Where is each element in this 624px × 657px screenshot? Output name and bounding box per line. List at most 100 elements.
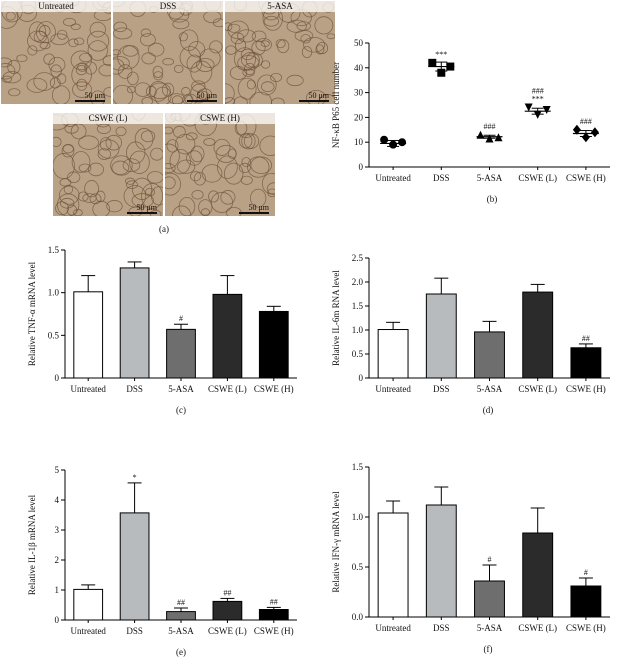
crypt-outline — [7, 59, 21, 75]
crypt-outline — [57, 29, 68, 40]
crypt-outline — [261, 172, 275, 195]
significance-label: # — [488, 555, 492, 564]
scale-bar — [239, 212, 269, 214]
y-tick-label: 0.5 — [352, 349, 364, 359]
crypt-outline — [161, 82, 175, 97]
crypt-outline — [106, 200, 123, 213]
crypt-outline — [185, 132, 198, 141]
x-tick-label: 5-ASA — [477, 173, 503, 183]
crypt-outline — [169, 148, 191, 175]
crypt-outline — [71, 63, 92, 87]
scale-bar — [299, 100, 329, 102]
crypt-outline — [215, 144, 237, 163]
y-tick-label: 1.0 — [352, 325, 364, 335]
crypt-outline — [233, 96, 248, 104]
data-point — [542, 105, 551, 114]
crypt-outline — [255, 38, 272, 52]
crypt-outline — [1, 63, 16, 80]
crypt-outline — [70, 50, 92, 71]
crypt-outline — [182, 93, 198, 104]
crypt-outline — [326, 33, 335, 40]
significance-label: ### — [484, 122, 496, 131]
crypt-outline — [134, 82, 152, 97]
crypt-outline — [167, 93, 186, 104]
crypt-outline — [113, 56, 130, 71]
crypt-outline — [127, 71, 139, 86]
scale-text: 50 μm — [84, 91, 105, 100]
bar-1 — [377, 329, 409, 379]
crypt-outline — [88, 162, 104, 177]
crypt-outline — [66, 204, 78, 216]
data-point — [476, 130, 485, 139]
x-tick-label: Untreated — [375, 623, 411, 633]
y-tick-label: 5 — [55, 465, 60, 475]
crypt-outline — [79, 52, 93, 63]
y-tick-label: 1 — [55, 585, 60, 595]
crypt-outline — [188, 41, 206, 58]
crypt-outline — [220, 190, 236, 205]
crypt-outline — [58, 185, 80, 205]
crypt-outline — [90, 90, 106, 104]
chart-f: 0.0 0.5 1.0 1.5 Untreated DSS 5-ASA CSWE (L) CSW… — [331, 462, 610, 654]
crypt-outline — [113, 84, 134, 104]
crypt-outline — [98, 63, 111, 77]
significance-label: ## — [223, 588, 231, 597]
crypt-outline — [122, 158, 141, 173]
crypt-outline — [165, 176, 176, 190]
crypt-outline — [153, 71, 164, 81]
bar-2 — [119, 512, 150, 621]
panel-label-d: (d) — [483, 405, 494, 415]
chart-c: 0 0.5 1.0 1.5 Untreated DSS 5-ASA CSWE (L) CSWE … — [27, 245, 297, 415]
crypt-outline — [78, 191, 89, 202]
crypt-outline — [131, 193, 154, 208]
crypt-outline — [84, 180, 99, 198]
panel-label-a: (a) — [159, 224, 169, 234]
bar-1 — [73, 291, 104, 379]
y-tick-label: 50 — [354, 38, 364, 48]
micrograph-label: CSWE (L) — [53, 113, 163, 124]
crypt-outline — [96, 123, 111, 134]
y-tick-label: 0 — [55, 373, 60, 383]
crypt-outline — [33, 30, 47, 43]
x-tick-label: 5-ASA — [477, 623, 503, 633]
chart-b: 0 10 20 30 40 50 Untreated DSS 5-ASA CSWE (L) CSWE… — [331, 38, 610, 204]
crypt-outline — [71, 151, 91, 173]
crypt-outline — [173, 125, 186, 138]
bar-4 — [522, 532, 554, 618]
crypt-outline — [209, 40, 223, 54]
scale-text: 50 μm — [196, 91, 217, 100]
crypt-outline — [213, 138, 231, 156]
crypt-outline — [165, 143, 180, 169]
bar-2 — [425, 504, 457, 618]
significance-label: ### — [580, 117, 592, 126]
micrograph-dss: DSS 50 μm — [112, 0, 224, 105]
x-tick-label: CSWE (L) — [518, 623, 557, 633]
crypt-outline — [73, 209, 83, 216]
crypt-outline — [177, 159, 196, 174]
crypt-outline — [225, 22, 233, 32]
chart-e: 0 1 2 3 4 5 Untreated DSS 5-ASA CSWE (L) CSWE (H) R… — [27, 465, 297, 657]
crypt-outline — [227, 23, 241, 33]
significance-label: *** — [532, 94, 544, 103]
x-tick-label: DSS — [126, 626, 143, 636]
bar-3 — [474, 580, 505, 618]
crypt-outline — [166, 139, 179, 153]
x-tick-label: DSS — [433, 623, 450, 633]
crypt-outline — [8, 88, 21, 97]
crypt-outline — [259, 135, 275, 156]
crypt-outline — [223, 162, 244, 185]
y-tick-label: 40 — [354, 63, 364, 73]
crypt-outline — [105, 134, 123, 151]
y-tick-label: 0.5 — [352, 562, 364, 572]
y-tick-label: 0 — [55, 615, 60, 625]
y-tick-label: 1.0 — [352, 512, 364, 522]
data-point — [380, 135, 389, 144]
bar-1 — [377, 512, 409, 618]
crypt-outline — [68, 38, 79, 48]
x-tick-label: Untreated — [375, 384, 411, 394]
bar-5 — [570, 585, 602, 618]
crypt-outline — [144, 187, 156, 197]
crypt-outline — [113, 58, 125, 75]
crypt-outline — [26, 77, 48, 93]
crypt-outline — [39, 41, 51, 50]
